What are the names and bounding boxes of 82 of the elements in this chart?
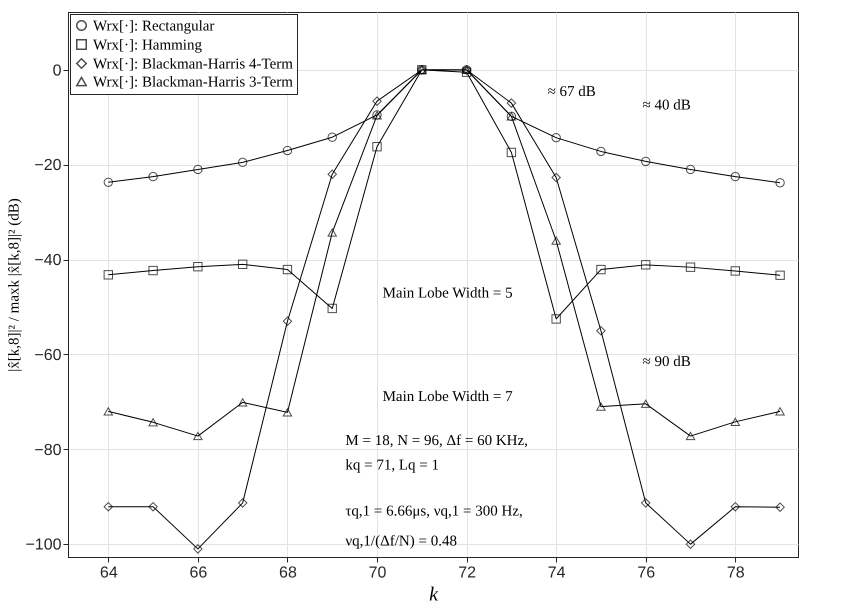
point: [506, 148, 516, 158]
point: [506, 98, 516, 108]
point: [104, 178, 113, 187]
point: [238, 260, 248, 270]
point: [238, 398, 248, 406]
point: [641, 400, 650, 408]
point: [193, 432, 203, 440]
legend-label: Wrx[·]: Hamming: [93, 38, 202, 54]
point: [148, 418, 158, 426]
y-tick-label: −20: [34, 157, 62, 174]
y-tick-label: −80: [34, 442, 62, 459]
point: [238, 158, 248, 168]
point: [596, 402, 606, 411]
point: [104, 407, 113, 416]
x-tick-label: 68: [279, 564, 297, 582]
point: [193, 164, 203, 174]
annotation: Main Lobe Width = 5: [382, 286, 513, 302]
point: [282, 146, 292, 156]
legend-label: Wrx[·]: Blackman-Harris 4-Term: [93, 56, 294, 72]
point: [551, 133, 561, 142]
annotation: τq,1 = 6.66μs, νq,1 = 300 Hz,: [345, 504, 523, 520]
x-tick-label: 76: [637, 564, 656, 582]
point: [730, 172, 740, 182]
point: [282, 316, 292, 326]
point: [596, 146, 606, 156]
point: [775, 407, 785, 416]
point: [775, 502, 785, 512]
point: [193, 544, 203, 554]
annotation: νq,1/(Δf/N) = 0.48: [345, 534, 457, 550]
point: [282, 264, 292, 274]
x-tick-label: 72: [458, 564, 476, 582]
point: [730, 418, 740, 426]
x-axis-title: k: [429, 584, 440, 606]
y-tick-label: 0: [52, 62, 62, 80]
x-tick-label: 64: [100, 564, 118, 582]
point: [372, 96, 382, 106]
point: [328, 132, 337, 142]
point: [104, 270, 113, 280]
legend-label: Wrx[·]: Rectangular: [93, 18, 214, 34]
y-axis-title: |x̂[k,8]|² / maxk |x̂[k,8]|² (dB): [6, 198, 22, 372]
point: [462, 68, 472, 77]
point: [328, 170, 337, 179]
point: [686, 164, 696, 174]
point: [238, 498, 248, 508]
point: [148, 172, 158, 182]
point: [641, 260, 650, 270]
point: [686, 540, 696, 549]
x-tick-label: 74: [548, 564, 566, 582]
point: [148, 266, 158, 276]
y-tick-label: −100: [25, 536, 62, 554]
point: [775, 270, 785, 280]
point: [730, 502, 740, 512]
point: [372, 142, 382, 152]
annotation: ≈ 67 dB: [548, 84, 596, 100]
point: [551, 236, 561, 245]
point: [104, 502, 113, 512]
point: [328, 228, 337, 237]
point: [193, 262, 203, 272]
x-tick-label: 70: [368, 564, 387, 582]
point: [641, 498, 650, 508]
legend-label: Wrx[·]: Blackman-Harris 3-Term: [93, 74, 294, 90]
y-tick-label: −40: [34, 252, 62, 270]
point: [686, 432, 696, 440]
point: [641, 156, 650, 166]
y-tick-label: −60: [34, 346, 62, 364]
point: [282, 408, 292, 416]
x-tick-label: 66: [189, 564, 208, 582]
point: [730, 266, 740, 276]
point: [551, 314, 561, 324]
annotation: Main Lobe Width = 7: [382, 389, 514, 406]
point: [328, 304, 337, 314]
point: [686, 262, 696, 272]
annotation: ≈ 40 dB: [642, 98, 691, 114]
annotation: M = 18, N = 96, Δf = 60 KHz,: [345, 432, 528, 449]
point: [775, 178, 785, 188]
point: [596, 264, 606, 274]
point: [148, 502, 158, 512]
x-tick-label: 78: [726, 564, 745, 582]
annotation: kq = 71, Lq = 1: [345, 457, 439, 474]
point: [596, 326, 606, 336]
annotation: ≈ 90 dB: [642, 354, 691, 370]
point: [551, 172, 561, 182]
